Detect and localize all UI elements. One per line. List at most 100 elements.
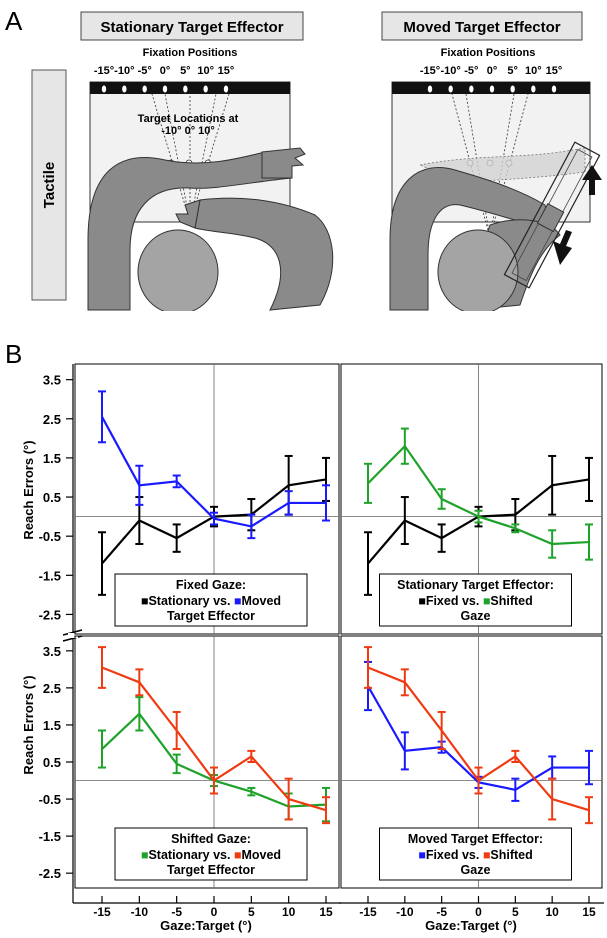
x-tick-label: -10 — [396, 905, 414, 919]
legend-label-1: Stationary vs. — [148, 848, 233, 862]
error-bar — [585, 456, 593, 502]
x-tick-label: -5 — [171, 905, 182, 919]
error-bar — [210, 766, 218, 795]
legend-title: Fixed Gaze: — [176, 578, 246, 592]
left-title: Stationary Target Effector — [100, 19, 283, 36]
slide-rail — [503, 141, 601, 289]
left-fixation-bar — [90, 82, 290, 94]
legend-swatch-2: ■ — [234, 848, 242, 862]
legend-title: Stationary Target Effector: — [397, 578, 554, 592]
fixation-tick-label: -5° — [464, 65, 478, 77]
error-bar — [400, 427, 409, 465]
error-bar — [511, 749, 520, 763]
legend-line2: Target Effector — [167, 863, 255, 877]
legend-line2: Gaze — [461, 609, 491, 623]
fixation-tick-label: 0° — [487, 65, 498, 77]
fixation-led — [489, 85, 495, 93]
y-tick-label: -0.5 — [39, 529, 61, 544]
error-bar — [585, 523, 593, 561]
left-target-title-1: Target Locations at — [138, 113, 239, 125]
legend-line2: Gaze — [461, 863, 491, 877]
y-tick-label: 1.5 — [43, 718, 61, 733]
x-tick-label: 5 — [248, 905, 255, 919]
right-fixation-leds — [427, 85, 557, 93]
error-bar — [172, 753, 181, 775]
legend-entries: ■Stationary vs. ■Moved — [141, 594, 281, 608]
left-fixation-title: Fixation Positions — [143, 47, 238, 59]
right-title: Moved Target Effector — [403, 19, 560, 36]
fixation-tick-label: -5° — [138, 65, 152, 77]
y-tick-label: -2.5 — [39, 866, 61, 881]
chart-fixed-gaze: 3.5 2.5 1.5 0.5 -0.5 -1.5 -2.5 Fixed Gaze: ■Stat… — [39, 363, 340, 635]
fixation-led — [122, 85, 127, 93]
fixation-tick-label: -15° — [94, 65, 114, 77]
y-tick-label: 1.5 — [43, 451, 61, 466]
left-fixation-leds — [101, 85, 229, 93]
y-tick-label: 2.5 — [43, 412, 61, 427]
legend: Moved Target Effector: ■Fixed vs. ■Shifte… — [379, 827, 572, 881]
fixation-tick-label: -10° — [441, 65, 461, 77]
error-bar — [98, 729, 106, 769]
error-bar — [135, 668, 144, 697]
fixation-led — [448, 85, 453, 93]
fixation-tick-label: 15° — [218, 65, 235, 77]
error-bar — [98, 531, 106, 596]
error-bar — [247, 786, 256, 797]
legend-swatch-1: ■ — [141, 848, 149, 862]
error-bar — [135, 464, 144, 506]
legend: Stationary Target Effector: ■Fixed vs. ■S… — [379, 573, 572, 627]
x-tick-label: 15 — [319, 905, 333, 919]
legend-label-2: Moved — [241, 848, 281, 862]
error-bar — [437, 710, 446, 751]
movement-arrow-down-icon — [553, 230, 572, 265]
legend-entries: ■Fixed vs. ■Shifted — [418, 848, 532, 862]
fixation-tick-label: -10° — [114, 65, 134, 77]
error-bar — [585, 749, 593, 786]
legend: Shifted Gaze:■Stationary vs. ■MovedTarge… — [114, 827, 308, 881]
y-axis-label-bottom: Reach Errors (°) — [21, 675, 36, 774]
left-hand-reaching — [261, 147, 306, 179]
y-tick-label: -0.5 — [39, 792, 61, 807]
legend-swatch-2: ■ — [483, 594, 491, 608]
error-bar — [548, 777, 557, 821]
left-arm-right — [194, 197, 334, 311]
fixation-led — [162, 85, 168, 93]
y-tick-label: -1.5 — [39, 829, 61, 844]
y-tick-label: -1.5 — [39, 568, 61, 583]
error-bar — [437, 488, 446, 510]
right-title-box — [381, 11, 583, 41]
error-bar — [437, 523, 446, 553]
y-tick-label: 0.5 — [43, 755, 61, 770]
error-bar — [322, 796, 330, 825]
x-tick-label: -10 — [131, 905, 149, 919]
plot-frame — [74, 635, 340, 889]
movement-arrow-up-icon — [582, 165, 602, 195]
panel-label-b: B — [5, 339, 22, 369]
legend-swatch-1: ■ — [418, 848, 426, 862]
error-bar — [364, 646, 372, 689]
legend-swatch-2: ■ — [234, 594, 242, 608]
fixation-tick-label: 5° — [507, 65, 518, 77]
moved-effector-scene: Moved Target Effector Fixation Positions… — [381, 11, 605, 331]
x-tick-label: 0 — [211, 905, 218, 919]
legend-title: Moved Target Effector: — [408, 832, 543, 846]
fixation-tick-label: -15° — [420, 65, 440, 77]
plot-frame — [340, 635, 603, 889]
x-tick-label: 15 — [582, 905, 596, 919]
right-body-mask — [385, 311, 605, 331]
legend-label-2: Shifted — [490, 594, 532, 608]
error-bar — [284, 777, 293, 821]
error-bar — [135, 696, 144, 732]
x-axis-label-left: Gaze:Target (°) — [160, 918, 252, 933]
error-bar — [172, 710, 181, 751]
x-axis-label-right: Gaze:Target (°) — [425, 918, 517, 933]
fixation-led — [183, 85, 188, 93]
legend: Fixed Gaze:■Stationary vs. ■MovedTarget … — [114, 573, 308, 627]
tactile-side-label: Tactile — [31, 69, 67, 301]
error-bar — [585, 796, 593, 825]
y-tick-label: -2.5 — [39, 607, 61, 622]
legend-entries: ■Fixed vs. ■Shifted — [418, 594, 532, 608]
axis-break-icon — [62, 629, 83, 642]
legend-label-2: Moved — [241, 594, 281, 608]
fixation-led — [551, 85, 557, 93]
